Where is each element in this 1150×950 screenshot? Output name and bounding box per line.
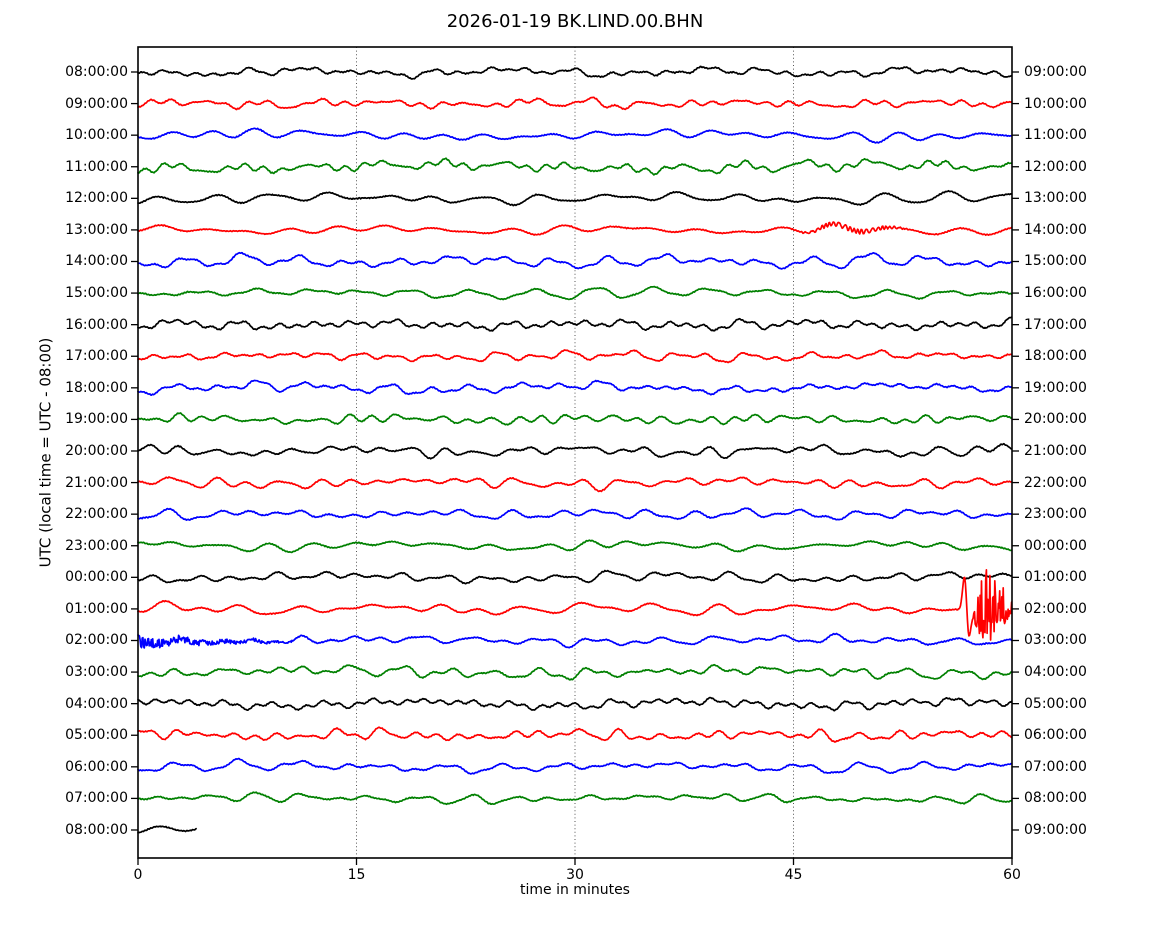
utc-time-label-left: 08:00:00: [65, 821, 128, 838]
trace-row-030000: [137, 663, 1013, 681]
utc-time-label-right: 19:00:00: [1024, 379, 1087, 396]
utc-time-label-left: 19:00:00: [65, 411, 128, 428]
utc-time-label-right: 17:00:00: [1024, 316, 1087, 333]
trace-row-110000: [137, 157, 1013, 176]
utc-time-label-left: 21:00:00: [65, 474, 128, 491]
x-tick-label: 30: [566, 867, 584, 883]
utc-time-label-right: 16:00:00: [1024, 285, 1087, 302]
trace-row-220000: [137, 507, 1013, 521]
utc-time-label-left: 07:00:00: [65, 790, 128, 807]
utc-time-label-left: 13:00:00: [65, 221, 128, 238]
utc-time-label-right: 13:00:00: [1024, 190, 1087, 207]
x-tick-label: 15: [347, 867, 366, 883]
utc-time-label-right: 23:00:00: [1024, 506, 1087, 523]
utc-time-label-right: 14:00:00: [1024, 221, 1087, 238]
utc-time-label-left: 10:00:00: [65, 127, 128, 144]
trace-row-020000: [137, 632, 1013, 649]
utc-time-label-left: 17:00:00: [65, 348, 128, 365]
utc-time-label-right: 12:00:00: [1024, 158, 1087, 175]
utc-time-label-right: 22:00:00: [1024, 474, 1087, 491]
trace-row-050000: [137, 726, 1013, 743]
utc-time-label-left: 06:00:00: [65, 758, 128, 775]
utc-time-label-left: 18:00:00: [65, 379, 128, 396]
utc-time-label-left: 04:00:00: [65, 695, 128, 712]
utc-time-label-right: 18:00:00: [1024, 348, 1087, 365]
utc-time-label-right: 04:00:00: [1024, 664, 1087, 681]
utc-time-label-left: 16:00:00: [65, 316, 128, 333]
trace-row-040000: [137, 696, 1013, 712]
utc-time-label-left: 20:00:00: [65, 442, 128, 459]
trace-row-130000: [137, 221, 1013, 237]
utc-time-label-right: 07:00:00: [1024, 758, 1087, 775]
utc-time-label-left: 11:00:00: [65, 158, 128, 175]
utc-time-label-right: 00:00:00: [1024, 537, 1087, 554]
utc-time-label-left: 15:00:00: [65, 285, 128, 302]
utc-time-label-right: 08:00:00: [1024, 790, 1087, 807]
trace-row-140000: [137, 251, 1013, 270]
x-tick-label: 60: [1003, 867, 1021, 883]
chart-title: 2026-01-19 BK.LIND.00.BHN: [446, 11, 704, 32]
utc-time-label-left: 01:00:00: [65, 600, 128, 617]
utc-time-label-left: 02:00:00: [65, 632, 128, 649]
utc-time-label-left: 12:00:00: [65, 190, 128, 207]
trace-row-190000: [137, 412, 1013, 426]
utc-time-label-right: 06:00:00: [1024, 727, 1087, 744]
trace-row-160000: [137, 316, 1013, 332]
trace-row-090000: [137, 96, 1013, 111]
utc-time-label-right: 03:00:00: [1024, 632, 1087, 649]
trace-row-100000: [137, 127, 1013, 144]
utc-time-label-right: 02:00:00: [1024, 600, 1087, 617]
utc-time-label-left: 22:00:00: [65, 506, 128, 523]
trace-row-170000: [137, 349, 1013, 364]
trace-row-230000: [137, 539, 1013, 554]
trace-row-010000: [137, 569, 1013, 641]
utc-time-label-left: 14:00:00: [65, 253, 128, 270]
trace-row-180000: [137, 379, 1013, 397]
x-axis-label: time in minutes: [520, 882, 630, 898]
trace-row-120000: [137, 189, 1013, 207]
utc-time-label-right: 09:00:00: [1024, 821, 1087, 838]
x-tick-label: 45: [784, 867, 803, 883]
trace-row-150000: [137, 285, 1013, 301]
trace-row-060000: [137, 757, 1013, 775]
utc-time-label-right: 01:00:00: [1024, 569, 1087, 586]
utc-time-label-right: 20:00:00: [1024, 411, 1087, 428]
utc-time-label-right: 10:00:00: [1024, 95, 1087, 112]
utc-time-label-left: 23:00:00: [65, 537, 128, 554]
utc-time-label-right: 21:00:00: [1024, 442, 1087, 459]
trace-row-000000: [137, 569, 1013, 585]
trace-row-080000: [137, 825, 197, 834]
trace-row-070000: [137, 791, 1013, 806]
utc-time-label-right: 15:00:00: [1024, 253, 1087, 270]
utc-time-label-right: 11:00:00: [1024, 127, 1087, 144]
utc-time-label-left: 08:00:00: [65, 64, 128, 80]
utc-time-label-left: 09:00:00: [65, 95, 128, 112]
utc-time-label-right: 09:00:00: [1024, 64, 1087, 80]
trace-row-210000: [137, 476, 1013, 493]
utc-time-label-left: 00:00:00: [65, 569, 128, 586]
trace-row-200000: [137, 442, 1013, 460]
utc-time-label-left: 03:00:00: [65, 664, 128, 681]
utc-time-label-left: 05:00:00: [65, 727, 128, 744]
x-tick-label: 0: [133, 867, 143, 883]
utc-time-label-right: 05:00:00: [1024, 695, 1087, 712]
trace-row-080000: [137, 65, 1013, 80]
